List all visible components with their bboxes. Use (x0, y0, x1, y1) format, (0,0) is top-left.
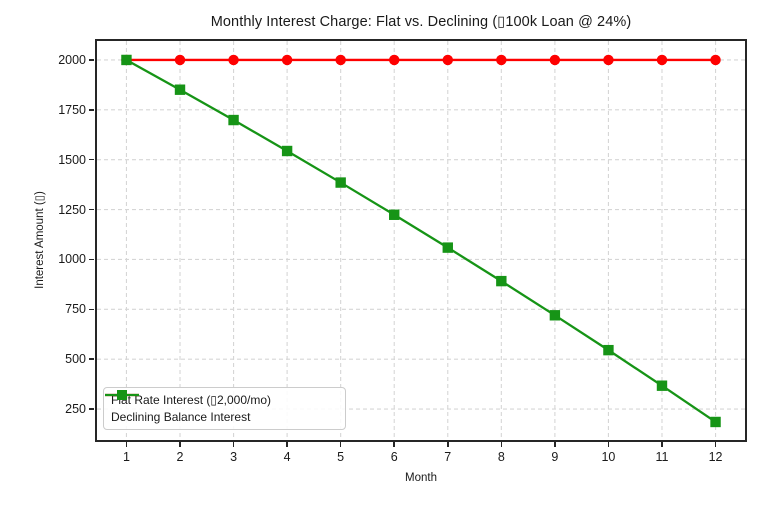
data-point-marker (281, 145, 293, 157)
y-tick-mark (89, 358, 94, 360)
data-point-marker (442, 54, 453, 66)
legend-item-flat-rate: Flat Rate Interest (▯2,000/mo) (105, 390, 337, 409)
legend-item-declining-balance: Declining Balance Interest (105, 390, 337, 426)
data-point-marker (389, 54, 400, 66)
x-tick-mark (179, 442, 181, 447)
plot-area: Flat Rate Interest (▯2,000/mo) Declining… (95, 39, 747, 442)
legend: Flat Rate Interest (▯2,000/mo) Declining… (103, 387, 346, 430)
data-point-marker (121, 54, 132, 66)
x-axis-label: Month (405, 472, 437, 484)
y-tick-mark (89, 258, 94, 261)
series-line-1 (125, 58, 717, 423)
x-tick-mark (607, 442, 610, 447)
data-point-marker (710, 416, 721, 428)
data-point-marker (549, 54, 561, 66)
x-tick-label: 4 (283, 450, 291, 464)
x-tick-mark (339, 442, 342, 447)
y-tick-label: 1250 (58, 202, 86, 217)
y-tick-mark (89, 59, 94, 61)
x-tick-mark (661, 442, 663, 447)
data-point-marker (228, 114, 239, 126)
x-tick-mark (500, 442, 503, 447)
data-point-marker (656, 380, 668, 391)
x-tick-label: 7 (444, 450, 452, 464)
x-tick-label: 6 (390, 450, 398, 464)
x-tick-label: 9 (551, 450, 559, 464)
data-point-marker (496, 275, 507, 287)
x-tick-label: 1 (122, 450, 130, 464)
y-tick-mark (89, 208, 94, 211)
data-point-marker (174, 54, 186, 66)
data-point-marker (228, 54, 239, 66)
x-tick-label: 11 (655, 450, 669, 464)
data-point-marker (335, 54, 346, 66)
y-tick-label: 1000 (58, 252, 86, 267)
y-tick-label: 750 (65, 302, 86, 317)
legend-sample-declining-line-icon (105, 390, 139, 400)
y-tick-label: 500 (65, 352, 86, 367)
data-point-marker (549, 310, 561, 321)
data-point-marker (335, 177, 346, 188)
x-tick-mark (125, 442, 128, 447)
y-tick-label: 1500 (58, 152, 86, 167)
x-tick-label: 12 (708, 450, 723, 464)
data-point-marker (442, 242, 453, 253)
legend-label-declining-balance: Declining Balance Interest (111, 409, 251, 424)
data-point-marker (603, 54, 614, 66)
data-point-marker (603, 344, 614, 356)
chart-title: Monthly Interest Charge: Flat vs. Declin… (210, 14, 632, 30)
x-tick-label: 2 (176, 450, 184, 464)
data-point-marker (174, 84, 186, 95)
x-tick-label: 5 (337, 450, 345, 464)
x-tick-mark (286, 442, 288, 447)
y-tick-label: 2000 (58, 52, 86, 67)
data-point-marker (496, 54, 507, 66)
y-tick-label: 1750 (58, 102, 86, 117)
y-tick-mark (89, 408, 94, 410)
x-tick-label: 3 (230, 450, 238, 464)
data-point-marker (656, 54, 668, 66)
data-point-marker (281, 54, 293, 66)
y-tick-mark (89, 158, 94, 161)
y-tick-label: 250 (65, 402, 86, 417)
x-tick-mark (447, 442, 449, 447)
plot-canvas (97, 41, 745, 440)
data-point-marker (389, 209, 400, 220)
y-tick-mark (89, 308, 94, 311)
x-tick-mark (714, 442, 717, 447)
x-tick-mark (393, 442, 395, 447)
legend-label-flat-rate: Flat Rate Interest (▯2,000/mo) (111, 393, 272, 408)
data-point-marker (710, 54, 721, 66)
x-tick-mark (232, 442, 235, 447)
y-tick-mark (89, 109, 94, 111)
x-tick-label: 10 (601, 450, 616, 464)
x-tick-mark (554, 442, 556, 447)
x-tick-label: 8 (497, 450, 505, 464)
